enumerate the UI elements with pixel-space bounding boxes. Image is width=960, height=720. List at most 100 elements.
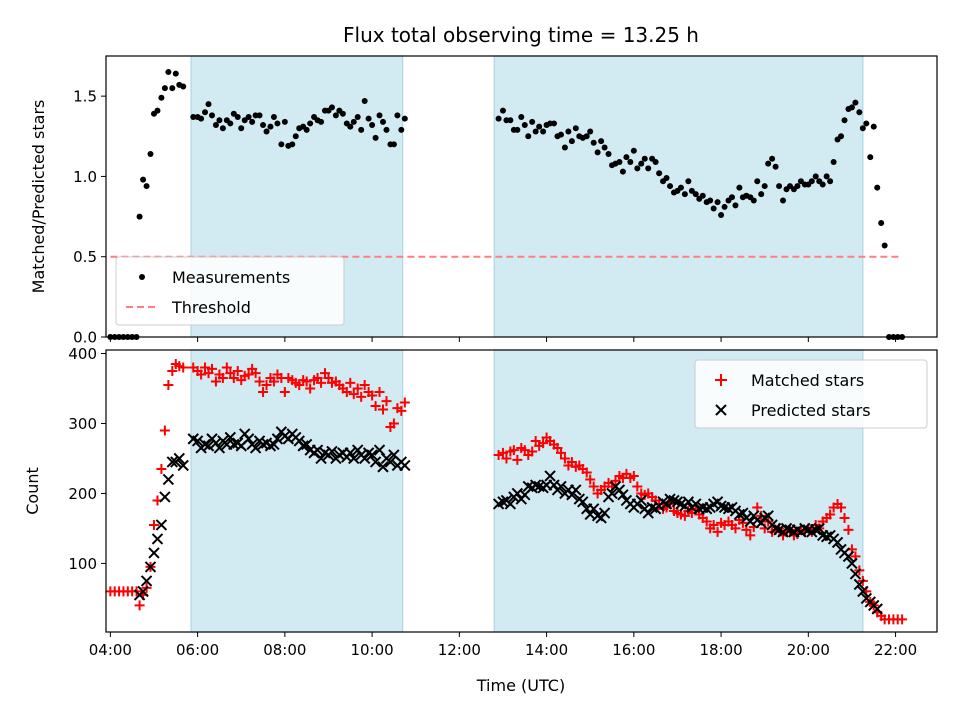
data-point xyxy=(870,123,877,130)
data-point xyxy=(728,194,735,201)
data-point xyxy=(202,440,215,452)
data-point xyxy=(399,459,411,472)
data-point xyxy=(780,522,793,535)
data-point xyxy=(721,203,728,210)
data-point xyxy=(348,389,359,400)
data-point xyxy=(514,126,521,133)
data-point xyxy=(715,500,727,512)
data-point xyxy=(707,197,714,204)
data-point xyxy=(369,456,382,468)
data-point xyxy=(555,447,566,458)
x-tick-label: 12:00 xyxy=(438,641,481,659)
data-point xyxy=(140,575,153,587)
data-point xyxy=(268,376,279,387)
data-point xyxy=(345,377,356,388)
data-point xyxy=(227,120,234,127)
data-point xyxy=(261,379,272,390)
data-point xyxy=(205,101,212,108)
data-point xyxy=(859,125,866,132)
data-point xyxy=(134,600,145,611)
data-point xyxy=(268,438,280,451)
data-point xyxy=(216,117,223,124)
data-point xyxy=(794,183,801,190)
data-point xyxy=(685,178,692,185)
data-point xyxy=(849,568,862,580)
data-point xyxy=(565,128,572,135)
data-point xyxy=(245,114,252,121)
data-point xyxy=(147,150,154,157)
y-tick-label: 400 xyxy=(68,345,97,363)
data-point xyxy=(700,503,713,515)
data-point xyxy=(846,557,858,570)
data-point xyxy=(557,131,564,138)
data-point xyxy=(841,117,848,124)
data-point xyxy=(144,561,157,573)
data-point xyxy=(874,184,881,191)
data-point xyxy=(159,491,171,503)
data-point xyxy=(572,125,579,132)
data-point xyxy=(568,138,575,145)
data-point xyxy=(394,112,401,119)
x-tick-label: 04:00 xyxy=(89,641,132,659)
data-point xyxy=(598,507,611,519)
data-point xyxy=(307,120,314,127)
data-point xyxy=(358,126,365,133)
data-point xyxy=(668,494,680,507)
data-point xyxy=(780,197,787,204)
data-point xyxy=(136,213,143,220)
data-point xyxy=(645,165,652,172)
legend-label: Threshold xyxy=(171,298,251,317)
data-point xyxy=(155,519,168,531)
data-point xyxy=(274,120,281,127)
data-point xyxy=(161,85,168,92)
data-point xyxy=(508,445,519,456)
data-point xyxy=(825,509,836,520)
data-point xyxy=(263,128,270,135)
data-point xyxy=(843,524,854,535)
data-point xyxy=(210,376,221,387)
y-axis-label: Matched/Predicted stars xyxy=(29,100,48,294)
x-tick-label: 14:00 xyxy=(525,641,568,659)
data-point xyxy=(701,516,712,527)
data-point xyxy=(156,463,167,474)
data-point xyxy=(712,526,723,537)
data-point xyxy=(270,114,277,121)
data-point xyxy=(399,397,410,408)
data-point xyxy=(736,184,743,191)
data-point xyxy=(838,133,845,140)
data-point xyxy=(652,158,659,165)
data-point xyxy=(213,442,226,454)
data-point xyxy=(750,197,757,204)
data-point xyxy=(765,160,772,167)
data-point xyxy=(254,376,265,387)
data-point xyxy=(374,386,385,397)
data-point xyxy=(635,494,647,507)
y-tick-label: 0.5 xyxy=(73,248,97,266)
data-point xyxy=(339,110,346,117)
data-point xyxy=(328,104,335,111)
data-point xyxy=(260,122,267,129)
data-point xyxy=(232,365,243,376)
data-point xyxy=(733,508,746,521)
data-point xyxy=(863,120,870,127)
data-point xyxy=(370,400,381,411)
data-point xyxy=(143,183,150,190)
data-point xyxy=(158,94,165,101)
data-point xyxy=(577,496,589,508)
x-tick-label: 20:00 xyxy=(787,641,830,659)
data-point xyxy=(699,192,706,199)
data-point xyxy=(390,141,397,148)
legend-label: Predicted stars xyxy=(751,401,871,420)
data-point xyxy=(525,133,532,140)
legend: Matched stars Predicted stars xyxy=(694,359,928,429)
data-point xyxy=(256,112,263,119)
data-point xyxy=(380,118,386,125)
data-point xyxy=(376,112,383,119)
data-point xyxy=(663,175,670,182)
data-point xyxy=(529,479,542,491)
data-point xyxy=(581,467,592,478)
data-point xyxy=(570,484,582,496)
data-point xyxy=(587,128,594,135)
data-point xyxy=(398,126,405,133)
data-point xyxy=(827,178,834,185)
